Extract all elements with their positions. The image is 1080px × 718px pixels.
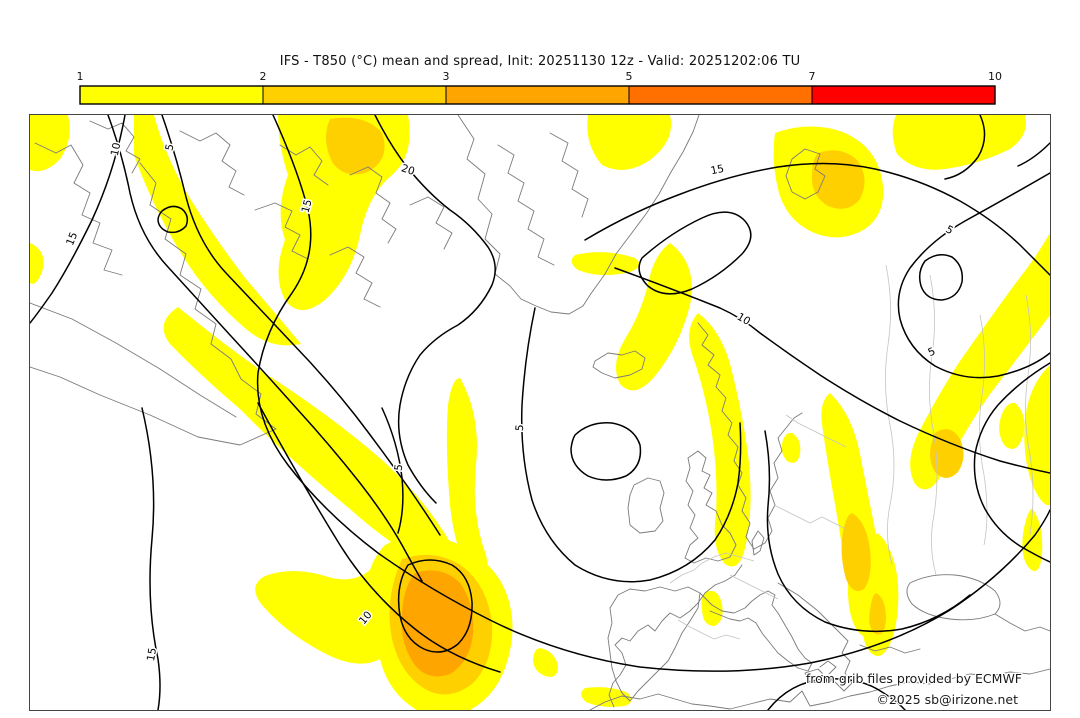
contour-label: 5 bbox=[393, 463, 406, 471]
colorbar-segment-5-7 bbox=[629, 86, 812, 104]
map-panel: 10 5 15 20 15 5 15 10 5 10 15 10 5 5 fro… bbox=[29, 114, 1051, 718]
attribution-source: from grib files provided by ECMWF bbox=[806, 671, 1022, 686]
contour-label: 10 bbox=[109, 142, 124, 158]
colorbar-outline bbox=[79, 85, 996, 105]
colorbar-segment-2-3 bbox=[263, 86, 446, 104]
spread-shading-yellow bbox=[30, 115, 1050, 718]
contour-label: 15 bbox=[300, 198, 315, 214]
chart-title: IFS - T850 (°C) mean and spread, Init: 2… bbox=[279, 54, 801, 69]
colorbar-tick-1: 1 bbox=[77, 70, 84, 83]
contour-label: 15 bbox=[145, 647, 159, 662]
temperature-contours bbox=[29, 114, 1051, 711]
contour-label: 5 bbox=[926, 345, 937, 359]
contour-label: 5 bbox=[514, 424, 527, 432]
colorbar-segment-1-2 bbox=[80, 86, 263, 104]
contour-label: 15 bbox=[710, 163, 726, 178]
spread-shading-orange bbox=[401, 570, 474, 677]
attribution-copyright: ©2025 sb@irizone.net bbox=[876, 692, 1018, 707]
contour-label: 10 bbox=[818, 673, 832, 686]
colorbar-tick-2: 2 bbox=[260, 70, 267, 83]
colorbar-segment-3-5 bbox=[446, 86, 629, 104]
contour-label: 5 bbox=[164, 143, 177, 152]
colorbar-tick-3: 3 bbox=[443, 70, 450, 83]
contour-label: 15 bbox=[64, 230, 80, 247]
colorbar-segment-7-10 bbox=[812, 86, 995, 104]
contour-label: 5 bbox=[944, 223, 956, 237]
colorbar-tick-7: 7 bbox=[809, 70, 816, 83]
contour-label: 20 bbox=[400, 162, 416, 178]
map-canvas: 10 5 15 20 15 5 15 10 5 10 15 10 5 5 fro… bbox=[29, 114, 1051, 718]
colorbar-tick-10: 10 bbox=[988, 70, 1002, 83]
colorbar-tick-5: 5 bbox=[626, 70, 633, 83]
coastlines bbox=[29, 114, 1051, 711]
spread-colorbar: 1 2 3 5 7 10 bbox=[77, 70, 1002, 105]
